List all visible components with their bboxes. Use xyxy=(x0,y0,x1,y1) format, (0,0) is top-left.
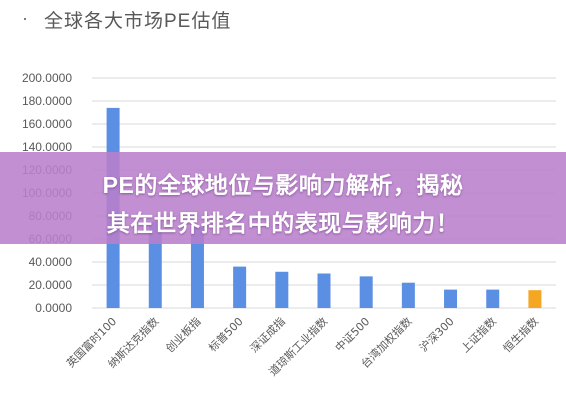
y-tick-label: 0.0000 xyxy=(35,301,72,315)
bar xyxy=(528,290,542,308)
page-title: · 全球各大市场PE估值 xyxy=(0,0,566,40)
y-tick-label: 20.0000 xyxy=(29,278,73,292)
title-bullet: · xyxy=(22,8,28,28)
x-tick-label: 创业板指 xyxy=(163,314,204,355)
bar xyxy=(359,276,373,308)
headline-line-1: PE的全球地位与影响力解析，揭秘 xyxy=(102,172,464,198)
x-tick-label: 上证指数 xyxy=(458,314,499,355)
y-tick-label: 40.0000 xyxy=(29,255,73,269)
x-tick-label: 沪深300 xyxy=(416,314,456,354)
bar xyxy=(275,271,289,308)
bar xyxy=(401,282,415,308)
headline-banner: PE的全球地位与影响力解析，揭秘 其在世界排名中的表现与影响力！ xyxy=(0,152,566,244)
bar xyxy=(190,227,204,308)
x-tick-label: 标普500 xyxy=(205,314,245,354)
x-tick-label: 深证成指 xyxy=(247,314,288,355)
y-tick-label: 160.0000 xyxy=(22,117,72,131)
y-tick-label: 200.0000 xyxy=(22,71,72,85)
y-tick-label: 140.0000 xyxy=(22,140,72,154)
bar xyxy=(486,289,500,308)
x-tick-label: 恒生指数 xyxy=(500,314,541,355)
headline-line-2: 其在世界排名中的表现与影响力！ xyxy=(106,210,460,236)
x-tick-label: 中证500 xyxy=(333,315,373,355)
bar xyxy=(233,266,247,308)
title-text: 全球各大市场PE估值 xyxy=(44,11,232,32)
y-tick-label: 180.0000 xyxy=(22,94,72,108)
bar xyxy=(317,273,331,308)
bar xyxy=(444,289,458,308)
